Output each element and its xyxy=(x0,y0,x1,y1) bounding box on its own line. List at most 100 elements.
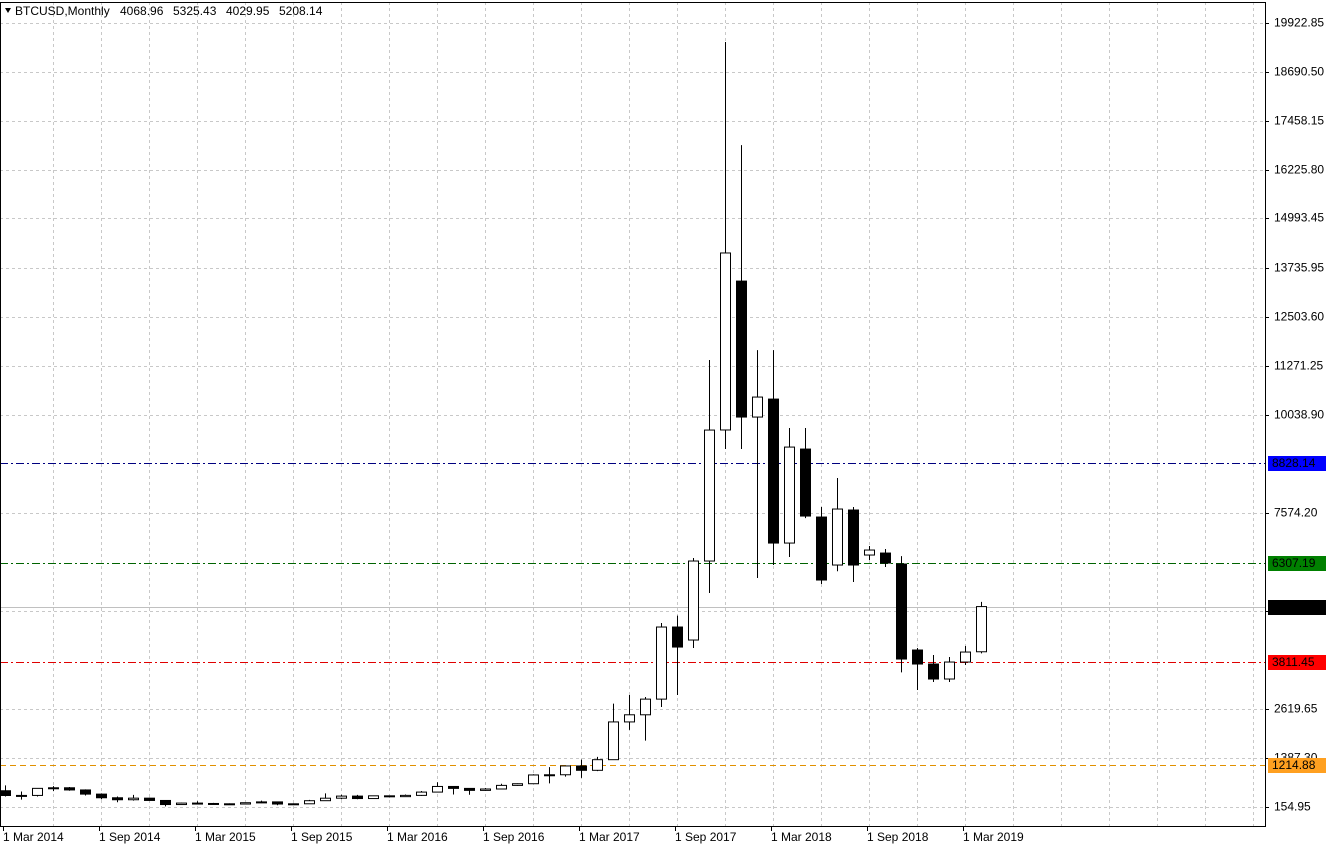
candles xyxy=(0,41,987,807)
candle-body xyxy=(656,626,667,700)
levels xyxy=(0,463,1265,766)
level-label-bg xyxy=(1268,758,1326,773)
grid xyxy=(0,2,1265,826)
x-tick-label: 1 Sep 2016 xyxy=(483,830,545,844)
candle-body xyxy=(912,649,923,665)
x-tick-label: 1 Sep 2017 xyxy=(675,830,737,844)
candle-body xyxy=(128,797,139,801)
chart-title: BTCUSD,Monthly xyxy=(15,4,110,18)
candle-body xyxy=(384,795,395,798)
ohlc-high: 5325.43 xyxy=(173,4,217,18)
y-tick-label: 19922.85 xyxy=(1274,16,1324,30)
candle-body xyxy=(576,765,587,771)
candle-body xyxy=(768,398,779,544)
candle-body xyxy=(80,789,91,795)
x-tick-label: 1 Sep 2018 xyxy=(867,830,929,844)
candle-body xyxy=(640,698,651,716)
candle-body xyxy=(480,788,491,791)
y-tick-label: 18690.50 xyxy=(1274,65,1324,79)
candle-body xyxy=(512,783,523,786)
x-tick-label: 1 Sep 2015 xyxy=(291,830,353,844)
candle-body xyxy=(96,793,107,799)
candle-body xyxy=(256,801,267,804)
candle-body xyxy=(848,509,859,566)
candle-body xyxy=(752,396,763,418)
x-tick-label: 1 Mar 2017 xyxy=(579,830,640,844)
candle-body xyxy=(192,802,203,805)
y-tick-label: 7574.20 xyxy=(1274,506,1318,520)
level-label: 3811.45 xyxy=(1272,655,1315,669)
candle-body xyxy=(448,785,459,789)
candle-body xyxy=(112,797,123,801)
candle-body xyxy=(896,563,907,660)
plot-frame xyxy=(0,2,1266,827)
candle-body xyxy=(288,803,299,806)
y-tick-label: 13735.95 xyxy=(1274,261,1324,275)
y-tick-label: 14993.45 xyxy=(1274,211,1324,225)
x-tick-label: 1 Mar 2016 xyxy=(387,830,448,844)
candle-body xyxy=(624,714,635,723)
x-tick-label: 1 Mar 2019 xyxy=(963,830,1024,844)
x-tick-label: 1 Mar 2018 xyxy=(771,830,832,844)
ohlc-low: 4029.95 xyxy=(226,4,270,18)
y-tick-label: 2619.65 xyxy=(1274,702,1318,716)
level-label-bg xyxy=(1268,456,1326,471)
y-tick-label: 154.95 xyxy=(1274,800,1311,814)
candle-body xyxy=(544,774,555,777)
candle-body xyxy=(464,787,475,791)
candle-body xyxy=(400,794,411,798)
candle-body xyxy=(320,797,331,802)
candle-body xyxy=(560,765,571,776)
candle-body xyxy=(704,429,715,562)
candle-body xyxy=(800,448,811,517)
level-label: 8828.14 xyxy=(1272,456,1316,470)
candle-body xyxy=(352,795,363,800)
candle-body xyxy=(64,787,75,791)
labels: BTCUSD,Monthly 4068.96 5325.43 4029.95 5… xyxy=(3,4,1326,844)
candle-body xyxy=(672,626,683,648)
candle-body xyxy=(272,801,283,805)
candle-body xyxy=(208,802,219,805)
y-tick-label: 16225.80 xyxy=(1274,163,1324,177)
candle-body xyxy=(816,516,827,581)
candle-body xyxy=(304,800,315,805)
axes xyxy=(0,2,1269,831)
ohlc-close: 5208.14 xyxy=(279,4,323,18)
candle-body xyxy=(144,797,155,801)
candle-body xyxy=(832,508,843,566)
ohlc-open: 4068.96 xyxy=(120,4,164,18)
candle-body xyxy=(880,552,891,564)
x-tick-label: 1 Sep 2014 xyxy=(99,830,161,844)
candle-body xyxy=(736,280,747,418)
candle-body xyxy=(528,774,539,785)
candle-body xyxy=(176,802,187,806)
candle-body xyxy=(0,790,11,797)
level-label: 6307.19 xyxy=(1272,556,1316,570)
candle-body xyxy=(224,803,235,806)
candle-body xyxy=(688,560,699,641)
candle-body xyxy=(432,785,443,793)
candle-body xyxy=(48,787,59,790)
level-label: 1214.88 xyxy=(1272,758,1316,772)
y-tick-label: 10038.90 xyxy=(1274,408,1324,422)
candle-body xyxy=(864,549,875,556)
candle-body xyxy=(592,759,603,771)
candle-body xyxy=(720,252,731,431)
candle-body xyxy=(32,787,43,796)
level-label-bg xyxy=(1268,556,1326,571)
y-tick-label: 12503.60 xyxy=(1274,310,1324,324)
y-tick-label: 17458.15 xyxy=(1274,114,1324,128)
level-label-bg xyxy=(1268,600,1326,615)
candle-body xyxy=(368,795,379,800)
x-tick-label: 1 Mar 2015 xyxy=(195,830,256,844)
level-label: 5208.14 xyxy=(1272,600,1316,614)
candle-body xyxy=(240,802,251,805)
candle-body xyxy=(944,661,955,680)
candle-body xyxy=(336,795,347,799)
candle-body xyxy=(16,794,27,797)
candle-body xyxy=(496,784,507,790)
candle-body xyxy=(960,651,971,663)
candle-body xyxy=(976,606,987,653)
